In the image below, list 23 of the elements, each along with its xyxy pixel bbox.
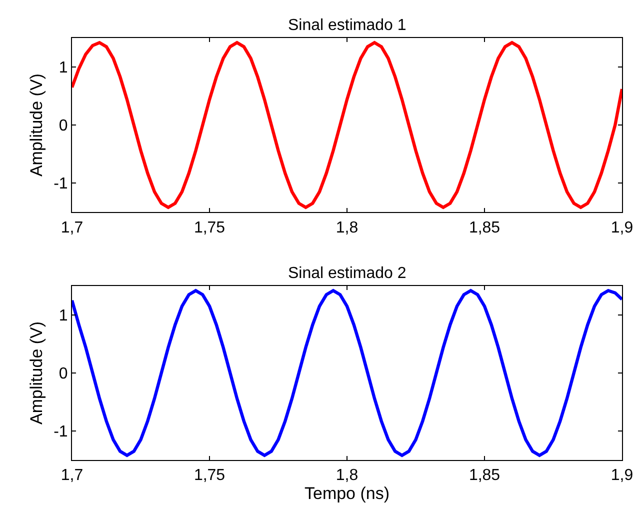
x-tick-label: 1,9	[610, 467, 634, 484]
chart-title: Sinal estimado 2	[288, 265, 406, 282]
x-tick-label: 1,75	[194, 467, 226, 484]
y-tick-label: -1	[54, 424, 68, 441]
x-axis-title: Tempo (ns)	[304, 484, 390, 504]
x-tick-label: 1,7	[60, 219, 84, 236]
x-tick-label: 1,7	[60, 467, 84, 484]
chart-title: Sinal estimado 1	[288, 17, 406, 34]
y-tick-label: 0	[58, 366, 68, 383]
x-tick-label: 1,9	[610, 219, 634, 236]
y-axis-title: Amplitude (V)	[27, 321, 46, 424]
x-tick-label: 1,8	[336, 219, 358, 236]
x-tick-label: 1,75	[194, 219, 226, 236]
x-tick-label: 1,85	[468, 467, 500, 484]
y-tick-label: 0	[58, 118, 68, 135]
x-tick-label: 1,8	[336, 467, 358, 484]
line-series	[72, 41, 622, 210]
y-axis-title: Amplitude (V)	[27, 74, 46, 177]
y-tick-label: -1	[54, 176, 68, 193]
y-tick-label: 1	[58, 60, 68, 77]
line-series	[72, 288, 622, 457]
x-tick-label: 1,85	[468, 219, 500, 236]
y-tick-label: 1	[58, 308, 68, 325]
